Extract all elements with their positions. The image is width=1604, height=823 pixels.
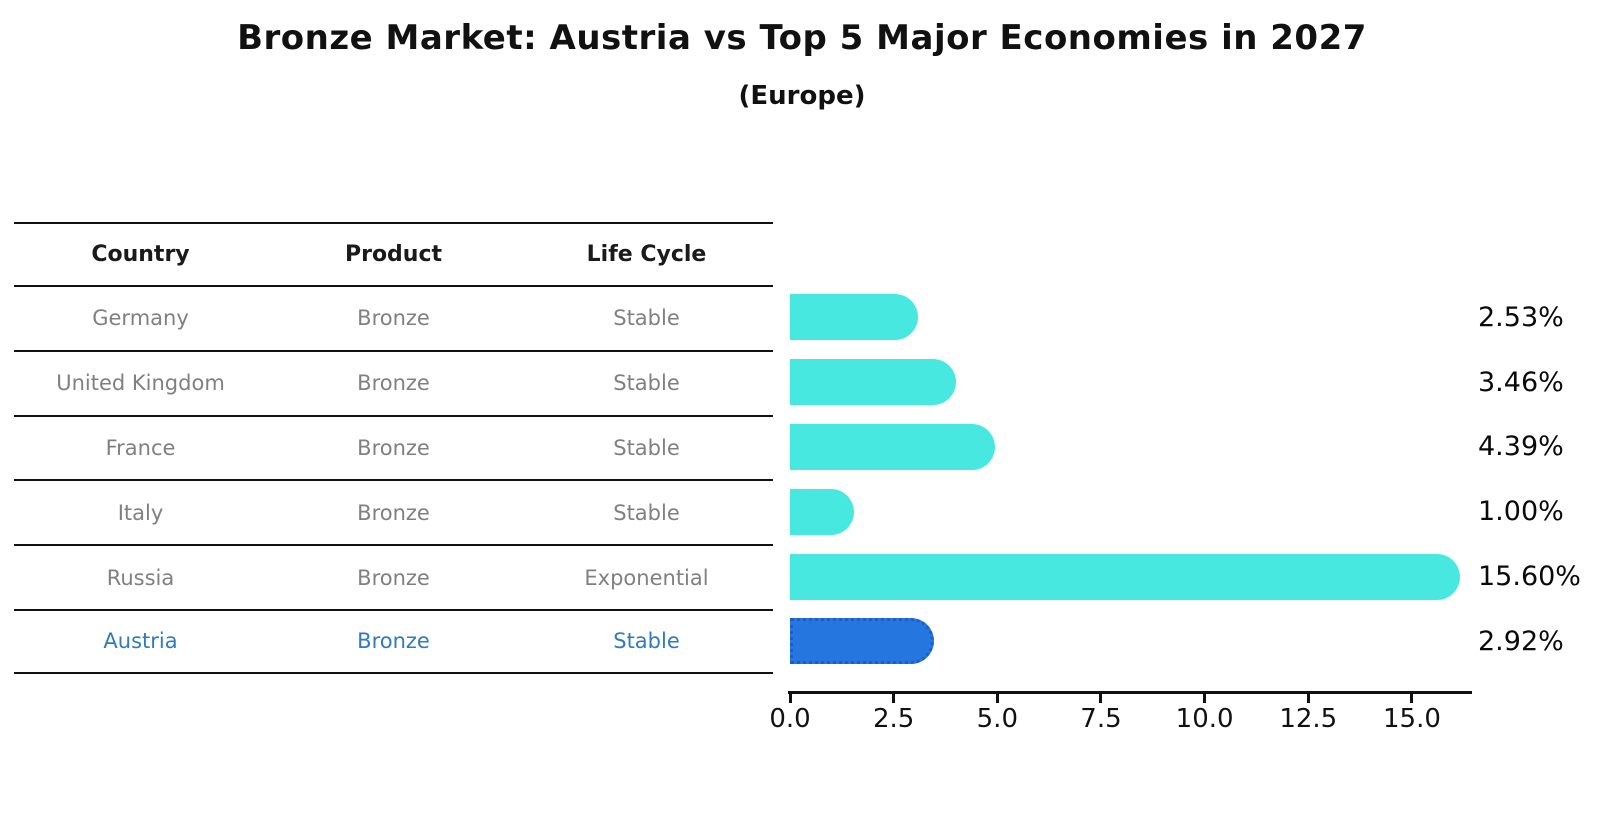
bar-row	[790, 609, 1470, 674]
bar-united-kingdom	[790, 359, 957, 406]
table-cell-life-cycle: Stable	[613, 629, 680, 654]
bar-value-label: 1.00%	[1478, 496, 1564, 528]
table-cell-country: Germany	[92, 306, 189, 331]
x-axis-tick-mark	[788, 694, 792, 703]
bar-value-label: 4.39%	[1478, 431, 1564, 463]
x-axis-tick-label: 15.0	[1382, 704, 1441, 734]
table-cell-country: United Kingdom	[56, 371, 225, 396]
x-axis-tick-mark	[1099, 694, 1103, 703]
x-axis-tick-label: 10.0	[1175, 704, 1234, 734]
chart-title: Bronze Market: Austria vs Top 5 Major Ec…	[237, 18, 1367, 58]
bar-france	[790, 423, 996, 470]
column-header-life-cycle: Life Cycle	[586, 242, 707, 267]
bar-highlight-austria	[790, 618, 935, 665]
x-axis-tick-mark	[995, 694, 999, 703]
bar-row	[790, 350, 1470, 415]
table-cell-life-cycle: Stable	[613, 435, 680, 460]
table-row: Germany Bronze Stable	[14, 285, 773, 350]
table-row: United Kingdom Bronze Stable	[14, 349, 773, 415]
bar-row	[790, 479, 1470, 544]
x-axis-tick-label: 0.0	[769, 704, 811, 734]
table-cell-country: France	[105, 435, 176, 460]
table-cell-life-cycle: Stable	[613, 306, 680, 331]
comparison-table: Country Product Life Cycle Germany Bronze…	[14, 222, 773, 674]
x-axis-tick-label: 5.0	[976, 704, 1018, 734]
table-cell-life-cycle: Stable	[613, 371, 680, 396]
bar-row	[790, 415, 1470, 480]
bar-germany	[790, 294, 918, 341]
bar-italy	[790, 488, 855, 535]
value-label-column: 2.53% 3.46% 4.39% 1.00% 15.60% 2.92%	[1478, 285, 1604, 674]
table-cell-product: Bronze	[357, 306, 430, 331]
table-row: France Bronze Stable	[14, 414, 773, 480]
table-cell-country: Italy	[117, 500, 164, 525]
x-axis-tick-label: 12.5	[1279, 704, 1338, 734]
x-axis-tick-mark	[892, 694, 896, 703]
x-axis-tick-mark	[1203, 694, 1207, 703]
x-axis-tick-label: 2.5	[872, 704, 915, 734]
table-row: Italy Bronze Stable	[14, 479, 773, 544]
bar-row	[790, 544, 1470, 609]
table-cell-product: Bronze	[357, 629, 430, 654]
x-axis-tick-mark	[1306, 694, 1310, 703]
x-axis-line	[788, 691, 1472, 694]
table-cell-life-cycle: Stable	[613, 500, 680, 525]
bar-row	[790, 285, 1470, 350]
x-axis-tick-label: 7.5	[1080, 704, 1122, 734]
chart-subtitle: (Europe)	[738, 81, 866, 111]
bar-value-label: 3.46%	[1478, 366, 1564, 398]
table-row: Russia Bronze Exponential	[14, 544, 773, 609]
column-header-country: Country	[91, 242, 190, 267]
table-cell-product: Bronze	[357, 435, 430, 460]
bar-value-label: 2.53%	[1478, 301, 1564, 333]
bar-russia	[790, 553, 1460, 600]
bar-plot-area	[790, 285, 1470, 674]
table-header-row: Country Product Life Cycle	[14, 222, 773, 285]
table-cell-product: Bronze	[357, 500, 430, 525]
table-cell-product: Bronze	[357, 565, 430, 590]
table-cell-life-cycle: Exponential	[584, 565, 709, 590]
table-cell-product: Bronze	[357, 371, 430, 396]
column-header-product: Product	[344, 242, 443, 267]
bar-value-label: 15.60%	[1478, 561, 1581, 593]
table-row: Austria Bronze Stable	[14, 608, 773, 674]
table-cell-country: Russia	[106, 565, 175, 590]
x-axis-tick-mark	[1410, 694, 1414, 703]
bar-value-label: 2.92%	[1478, 625, 1564, 657]
table-cell-country: Austria	[103, 629, 178, 654]
